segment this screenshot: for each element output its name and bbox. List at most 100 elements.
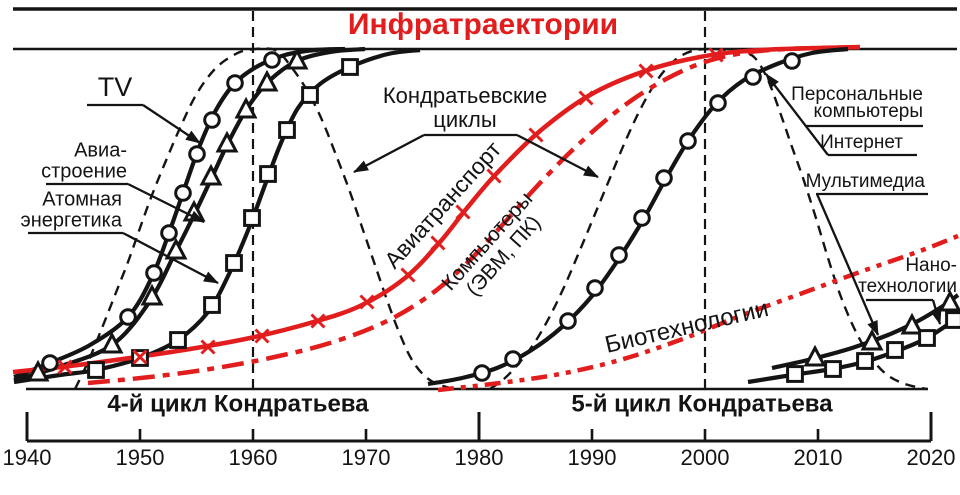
- square-marker-nanotekhnologii-square: [786, 365, 804, 383]
- tv-label-arrowhead: [185, 130, 201, 144]
- aviastroenie-label-text: Авиа-: [74, 139, 127, 161]
- x-marker-aviatransport: [57, 359, 73, 375]
- triangle-marker-aviastroenie: [26, 359, 50, 382]
- circle-marker-personalnye-kompyutery-internet: [559, 312, 577, 330]
- circle-marker-personalnye-kompyutery-internet: [783, 52, 801, 70]
- curve-atomnaya-energetika: [13, 47, 421, 385]
- curve-kompyutery-evm-pk: [87, 44, 866, 386]
- x-marker-aviatransport: [638, 63, 654, 79]
- x-marker-aviatransport: [400, 267, 416, 283]
- year-label-2010: 2010: [794, 445, 843, 470]
- square-marker-atomnaya-energetika: [225, 254, 243, 272]
- triangle-marker-aviastroenie: [140, 283, 164, 306]
- kondratievskie-cikly-label-text: циклы: [433, 107, 496, 132]
- square-marker-atomnaya-energetika: [341, 58, 359, 76]
- nanotekhnologii-label: Нано-технологии: [858, 255, 957, 297]
- triangle-marker-aviastroenie: [100, 331, 124, 354]
- year-label-1950: 1950: [116, 445, 165, 470]
- nanotekhnologii-label-text: Нано-: [905, 255, 957, 276]
- square-marker-atomnaya-energetika: [87, 361, 105, 379]
- kondratievskie-cikly-label-arrowhead: [353, 160, 369, 173]
- aviastroenie-label: Авиа-строение: [41, 139, 127, 182]
- tv-label: TV: [98, 72, 133, 102]
- circle-marker-personalnye-kompyutery-internet: [744, 68, 762, 86]
- triangle-marker-aviastroenie: [215, 130, 239, 153]
- circle-marker-tv: [174, 184, 192, 202]
- personalnye-kompyutery-label-text: компьютеры: [814, 101, 923, 122]
- circle-marker-personalnye-kompyutery-internet: [679, 132, 697, 150]
- multimedia-label-text: Мультимедиа: [806, 171, 926, 192]
- year-label-1980: 1980: [455, 445, 504, 470]
- year-label-1990: 1990: [568, 445, 617, 470]
- circle-marker-personalnye-kompyutery-internet: [504, 350, 522, 368]
- cycle-label-5: 5-й цикл Кондратьева: [571, 390, 833, 417]
- multimedia-label: Мультимедиа: [806, 171, 926, 192]
- x-marker-aviatransport: [132, 349, 148, 365]
- multimedia-label-arrowhead: [867, 319, 879, 336]
- curve-biotekhnologii: [437, 233, 959, 393]
- atomnaya-label-arrowhead: [203, 271, 219, 284]
- internet-label-leader: [765, 73, 829, 156]
- curve-tv: [13, 46, 346, 379]
- kondratievskie-cikly-label-arrowhead: [583, 165, 599, 178]
- kondratiev-bell-4: [73, 47, 459, 391]
- personalnye-kompyutery-label-text: Персональные: [791, 84, 923, 105]
- atomnaya-label-text: Атомная: [42, 188, 122, 210]
- year-label-1960: 1960: [229, 445, 278, 470]
- x-marker-aviatransport: [486, 168, 502, 184]
- kondratiev-bell-5: [489, 47, 928, 391]
- circle-marker-personalnye-kompyutery-internet: [610, 246, 628, 264]
- square-marker-atomnaya-energetika: [169, 331, 187, 349]
- internet-label-arrowhead: [765, 73, 779, 89]
- multimedia-label-leader: [815, 193, 880, 336]
- tv-label-text: TV: [98, 72, 133, 102]
- x-marker-aviatransport: [578, 90, 594, 106]
- year-label-1940: 1940: [3, 445, 52, 470]
- x-marker-aviatransport: [254, 328, 270, 344]
- biotekhnologii-label: Биотехнологии: [602, 295, 771, 359]
- cycle-label-4: 4-й цикл Кондратьева: [107, 390, 369, 417]
- kondratievskie-cikly-label-leader: [516, 133, 599, 179]
- triangle-marker-aviastroenie: [199, 163, 223, 186]
- square-marker-atomnaya-energetika: [203, 296, 221, 314]
- x-marker-aviatransport: [430, 235, 446, 251]
- circle-marker-tv: [188, 145, 206, 163]
- circle-marker-tv: [263, 51, 281, 69]
- circle-marker-personalnye-kompyutery-internet: [473, 364, 491, 382]
- triangle-marker-aviastroenie: [234, 96, 258, 119]
- triangle-marker-multimedia-nano-triangle: [938, 289, 960, 312]
- year-label-1970: 1970: [342, 445, 391, 470]
- circle-marker-tv: [226, 74, 244, 92]
- square-marker-nanotekhnologii-square: [918, 329, 936, 347]
- aviastroenie-label-leader: [127, 182, 205, 224]
- square-marker-nanotekhnologii-square: [945, 311, 960, 329]
- year-label-2000: 2000: [681, 445, 730, 470]
- circle-marker-personalnye-kompyutery-internet: [586, 279, 604, 297]
- triangle-marker-aviastroenie: [285, 47, 309, 70]
- circle-marker-personalnye-kompyutery-internet: [633, 209, 651, 227]
- triangle-marker-multimedia-nano-triangle: [860, 328, 884, 351]
- x-marker-aviatransport: [708, 47, 724, 63]
- circle-marker-tv: [119, 308, 137, 326]
- internet-label-text: Интернет: [820, 132, 903, 153]
- circle-marker-tv: [145, 264, 163, 282]
- atomnaya-label-text: энергетика: [21, 209, 123, 231]
- circle-marker-tv: [203, 111, 221, 129]
- triangle-marker-multimedia-nano-triangle: [900, 312, 924, 335]
- kondratievskie-cikly-label-text: Кондратьевские: [383, 83, 547, 108]
- square-marker-atomnaya-energetika: [243, 209, 261, 227]
- square-marker-atomnaya-energetika: [278, 121, 296, 139]
- nanotekhnologii-label-text: технологии: [858, 276, 957, 297]
- aviastroenie-label-text: строение: [41, 160, 127, 182]
- triangle-marker-multimedia-nano-triangle: [803, 344, 827, 367]
- square-marker-nanotekhnologii-square: [886, 341, 904, 359]
- circle-marker-personalnye-kompyutery-internet: [709, 94, 727, 112]
- nanotekhnologii-label-arrowhead: [930, 309, 942, 325]
- square-marker-nanotekhnologii-square: [856, 352, 874, 370]
- circle-marker-tv: [160, 224, 178, 242]
